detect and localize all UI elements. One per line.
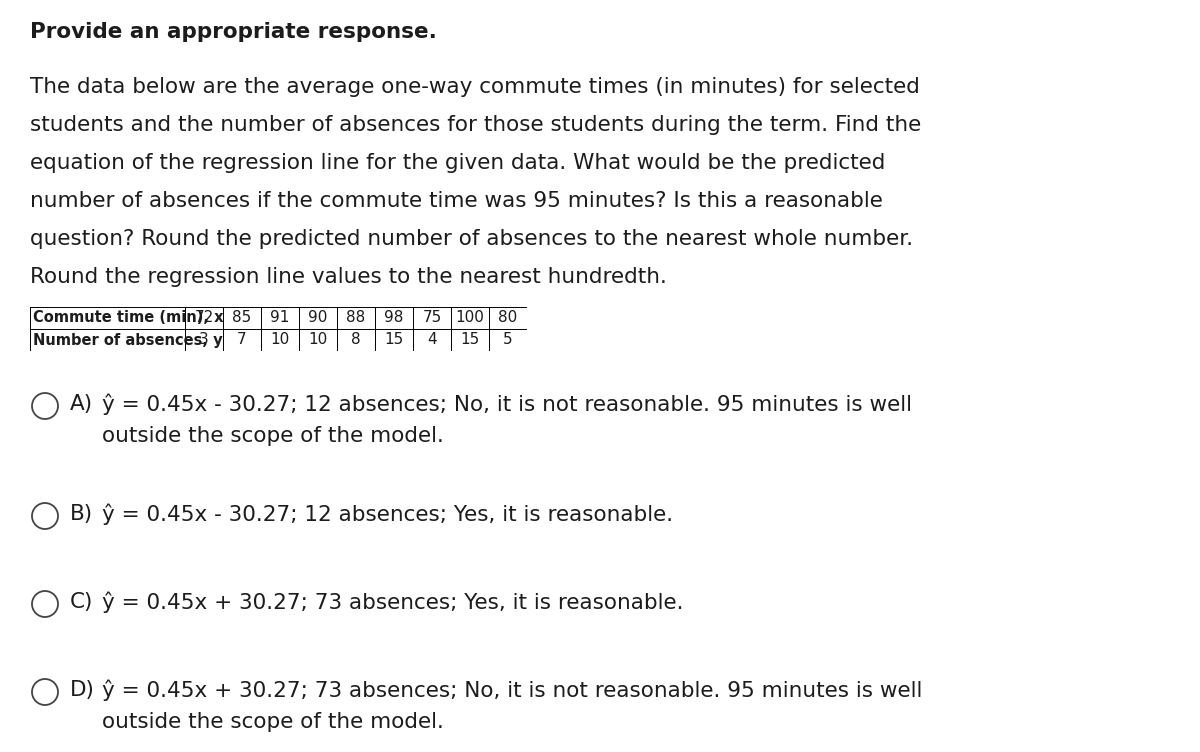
- Text: 15: 15: [384, 332, 403, 347]
- Text: 10: 10: [270, 332, 289, 347]
- Text: question? Round the predicted number of absences to the nearest whole number.: question? Round the predicted number of …: [30, 229, 913, 249]
- Text: D): D): [70, 680, 95, 700]
- Text: 91: 91: [270, 311, 289, 326]
- Text: 88: 88: [347, 311, 366, 326]
- Text: 5: 5: [503, 332, 512, 347]
- Text: number of absences if the commute time was 95 minutes? Is this a reasonable: number of absences if the commute time w…: [30, 191, 883, 211]
- Text: Round the regression line values to the nearest hundredth.: Round the regression line values to the …: [30, 267, 667, 287]
- Text: 7: 7: [238, 332, 247, 347]
- Text: ŷ = 0.45x - 30.27; 12 absences; No, it is not reasonable. 95 minutes is well: ŷ = 0.45x - 30.27; 12 absences; No, it i…: [102, 393, 912, 415]
- Text: 100: 100: [456, 311, 485, 326]
- Text: ŷ = 0.45x + 30.27; 73 absences; No, it is not reasonable. 95 minutes is well: ŷ = 0.45x + 30.27; 73 absences; No, it i…: [102, 679, 923, 701]
- Text: 90: 90: [308, 311, 328, 326]
- Text: Number of absences, y: Number of absences, y: [34, 332, 223, 347]
- Text: 8: 8: [352, 332, 361, 347]
- Text: 4: 4: [427, 332, 437, 347]
- Text: Provide an appropriate response.: Provide an appropriate response.: [30, 22, 437, 42]
- Text: C): C): [70, 592, 94, 612]
- Text: 75: 75: [422, 311, 442, 326]
- Text: A): A): [70, 394, 94, 414]
- Text: Commute time (min), x: Commute time (min), x: [34, 311, 223, 326]
- Text: 98: 98: [384, 311, 403, 326]
- Text: 72: 72: [194, 311, 214, 326]
- Text: 3: 3: [199, 332, 209, 347]
- Text: B): B): [70, 504, 94, 524]
- Text: 85: 85: [233, 311, 252, 326]
- Text: outside the scope of the model.: outside the scope of the model.: [102, 712, 444, 732]
- Text: ŷ = 0.45x + 30.27; 73 absences; Yes, it is reasonable.: ŷ = 0.45x + 30.27; 73 absences; Yes, it …: [102, 591, 684, 613]
- Text: equation of the regression line for the given data. What would be the predicted: equation of the regression line for the …: [30, 153, 886, 173]
- Text: outside the scope of the model.: outside the scope of the model.: [102, 426, 444, 446]
- Text: 80: 80: [498, 311, 517, 326]
- Text: students and the number of absences for those students during the term. Find the: students and the number of absences for …: [30, 115, 922, 135]
- Text: ŷ = 0.45x - 30.27; 12 absences; Yes, it is reasonable.: ŷ = 0.45x - 30.27; 12 absences; Yes, it …: [102, 503, 673, 525]
- Text: 10: 10: [308, 332, 328, 347]
- Text: 15: 15: [461, 332, 480, 347]
- Text: The data below are the average one-way commute times (in minutes) for selected: The data below are the average one-way c…: [30, 77, 920, 97]
